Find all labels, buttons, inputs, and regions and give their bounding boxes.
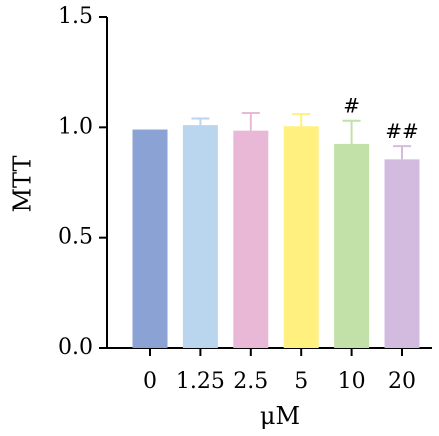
y-axis-label: MTT — [9, 155, 37, 212]
y-tick-label: 0.5 — [58, 225, 93, 250]
x-tick-label: 1.25 — [176, 369, 225, 394]
x-tick-label: 10 — [338, 369, 366, 394]
bar — [182, 125, 218, 348]
bars — [132, 125, 420, 348]
significance-annotations: ### — [343, 94, 419, 143]
significance-label: # — [343, 94, 360, 118]
x-axis: 0 1.25 2.5 5 10 20 — [107, 347, 432, 394]
y-tick-label: 1.0 — [58, 114, 93, 139]
bar — [233, 130, 269, 348]
significance-label: ## — [385, 119, 419, 143]
x-tick-label: 0 — [143, 369, 157, 394]
x-axis-label: μM — [260, 402, 300, 430]
x-tick-label: 20 — [388, 369, 416, 394]
bar — [132, 129, 168, 348]
bar — [283, 126, 319, 348]
y-axis: 0.0 0.5 1.0 1.5 — [58, 4, 108, 360]
error-bars — [191, 111, 411, 160]
y-tick-label: 1.5 — [58, 4, 93, 29]
x-tick-label: 2.5 — [233, 369, 268, 394]
bar — [334, 143, 370, 348]
bar — [384, 159, 420, 348]
x-tick-label: 5 — [294, 369, 308, 394]
y-tick-label: 0.0 — [58, 335, 93, 360]
